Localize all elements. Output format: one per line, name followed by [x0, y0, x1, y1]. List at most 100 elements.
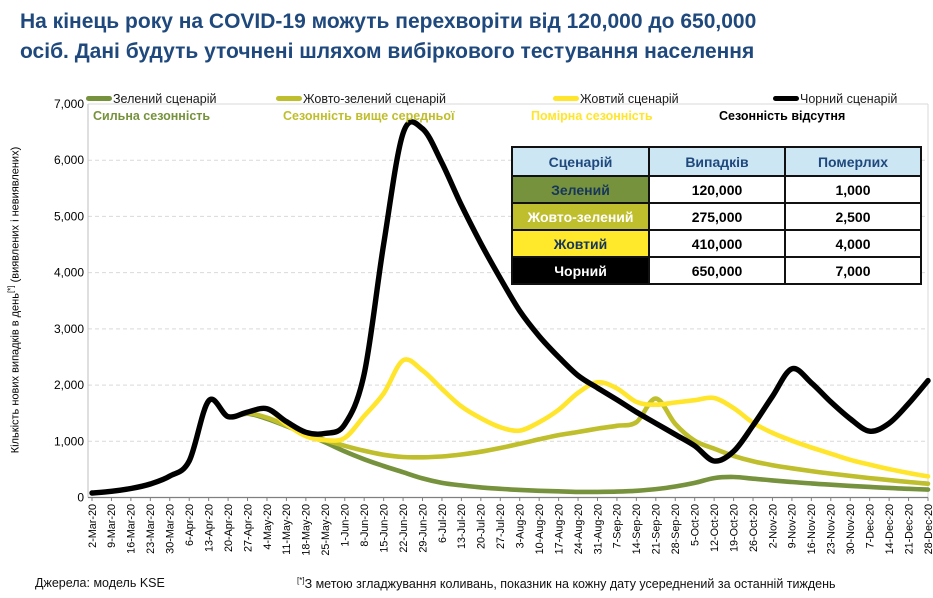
x-tick-label: 5-Oct-20 — [689, 504, 701, 546]
y-tick-label: 6,000 — [54, 153, 84, 167]
x-tick-label: 18-May-20 — [301, 504, 313, 556]
table-row: Зелений 120,000 1,000 — [511, 175, 922, 204]
page-title: На кінець року на COVID-19 можуть перехв… — [20, 7, 920, 67]
footnote: [*]З метою згладжування коливань, показн… — [297, 576, 836, 591]
black-line-swatch-icon — [773, 96, 799, 102]
yellow-green-line-swatch-icon — [276, 96, 302, 102]
y-tick-label: 5,000 — [54, 209, 84, 223]
x-tick-label: 7-Sep-20 — [612, 504, 624, 548]
x-tick-label: 20-Jul-20 — [476, 504, 488, 549]
scenario-name-cell: Чорний — [511, 256, 650, 285]
y-tick-label: 3,000 — [54, 322, 84, 336]
x-tick-label: 31-Aug-20 — [592, 504, 604, 554]
footnote-mark: [*] — [297, 576, 305, 585]
x-tick-label: 4-May-20 — [262, 504, 274, 550]
x-tick-label: 23-Mar-20 — [145, 504, 157, 554]
x-tick-label: 27-Jul-20 — [495, 504, 507, 549]
legend-label: Зелений сценарій — [113, 92, 217, 106]
legend-entry-yellow: Жовтий сценарій Помірна сезонність — [528, 92, 679, 123]
y-axis-label-footnote-mark: [*] — [6, 285, 16, 294]
header-scenario: Сценарій — [511, 146, 650, 177]
x-tick-label: 19-Oct-20 — [728, 504, 740, 552]
x-tick-label: 16-Nov-20 — [806, 504, 818, 554]
legend-entry-yellow-green: Жовто-зелений сценарій Сезонність вище с… — [276, 92, 454, 123]
yellow-line-swatch-icon — [553, 96, 579, 102]
x-tick-label: 20-Apr-20 — [223, 504, 235, 552]
x-tick-label: 21-Dec-20 — [903, 504, 915, 554]
y-tick-label: 7,000 — [54, 97, 84, 111]
x-tick-label: 23-Nov-20 — [826, 504, 838, 554]
x-tick-label: 17-Aug-20 — [553, 504, 565, 554]
x-tick-label: 3-Aug-20 — [515, 504, 527, 548]
table-row: Жовто-зелений 275,000 2,500 — [511, 202, 922, 231]
y-tick-label: 0 — [77, 491, 84, 505]
footnote-text: З метою згладжування коливань, показник … — [304, 577, 836, 592]
scenario-name-cell: Жовто-зелений — [511, 202, 650, 231]
x-tick-label: 28-Sep-20 — [670, 504, 682, 554]
scenario-name-cell: Жовтий — [511, 229, 650, 258]
x-tick-label: 9-Mar-20 — [106, 504, 118, 548]
x-tick-label: 27-Apr-20 — [242, 504, 254, 552]
deaths-cell: 1,000 — [784, 175, 922, 204]
y-axis-label: Кількість нових випадків в день[*] (вияв… — [7, 147, 22, 453]
y-tick-label: 1,000 — [54, 434, 84, 448]
x-tick-label: 26-Oct-20 — [748, 504, 760, 552]
x-tick-label: 29-Jun-20 — [417, 504, 429, 553]
x-tick-label: 7-Dec-20 — [864, 504, 876, 548]
legend-sublabel: Сезонність відсутня — [719, 109, 846, 123]
title-line-1: На кінець року на COVID-19 можуть перехв… — [20, 10, 757, 33]
legend-label: Жовто-зелений сценарій — [303, 92, 446, 106]
x-tick-label: 15-Jun-20 — [378, 504, 390, 553]
y-axis-label-suffix: (виявлених і невиявлених) — [9, 146, 22, 286]
header-cases: Випадків — [648, 146, 786, 177]
x-tick-label: 30-Mar-20 — [165, 504, 177, 554]
source-note: Джерела: модель KSE — [35, 576, 165, 590]
legend-entry-green: Зелений сценарій Сильна сезонність — [86, 92, 216, 123]
legend-sublabel: Сильна сезонність — [93, 109, 211, 123]
x-tick-label: 10-Aug-20 — [534, 504, 546, 554]
legend-label: Жовтий сценарій — [580, 92, 679, 106]
x-tick-label: 24-Aug-20 — [573, 504, 585, 554]
deaths-cell: 2,500 — [784, 202, 922, 231]
x-tick-label: 8-Jun-20 — [359, 504, 371, 547]
x-tick-label: 6-Apr-20 — [184, 504, 196, 546]
cases-cell: 275,000 — [648, 202, 786, 231]
deaths-cell: 7,000 — [784, 256, 922, 285]
header-deaths: Померлих — [784, 146, 922, 177]
scenario-name-cell: Зелений — [511, 175, 650, 204]
x-tick-label: 14-Dec-20 — [884, 504, 896, 554]
legend-entry-black: Чорний сценарій Сезонність відсутня — [716, 92, 897, 123]
scenario-summary-table: Сценарій Випадків Померлих Зелений 120,0… — [511, 146, 922, 285]
cases-cell: 410,000 — [648, 229, 786, 258]
x-tick-label: 22-Jun-20 — [398, 504, 410, 553]
green-line-swatch-icon — [86, 96, 112, 102]
x-tick-label: 2-Mar-20 — [87, 504, 99, 548]
deaths-cell: 4,000 — [784, 229, 922, 258]
table-header-row: Сценарій Випадків Померлих — [511, 146, 922, 177]
x-tick-label: 28-Dec-20 — [923, 504, 933, 554]
x-tick-label: 12-Oct-20 — [709, 504, 721, 552]
table-row: Чорний 650,000 7,000 — [511, 256, 922, 285]
legend-label: Чорний сценарій — [800, 92, 898, 106]
x-tick-label: 14-Sep-20 — [631, 504, 643, 554]
x-tick-label: 2-Nov-20 — [767, 504, 779, 548]
x-tick-label: 1-Jun-20 — [340, 504, 352, 547]
x-tick-label: 11-May-20 — [281, 504, 293, 555]
x-tick-label: 30-Nov-20 — [845, 504, 857, 554]
series-Чорний сценарій — [89, 119, 931, 496]
legend-sublabel: Помірна сезонність — [531, 109, 653, 123]
x-tick-label: 25-May-20 — [320, 504, 332, 556]
cases-cell: 650,000 — [648, 256, 786, 285]
y-axis-label-text: Кількість нових випадків в день — [9, 293, 22, 454]
cases-cell: 120,000 — [648, 175, 786, 204]
title-line-2: осіб. Дані будуть уточнені шляхом вибірк… — [20, 40, 755, 63]
series-Жовтий сценарій — [89, 357, 931, 496]
y-tick-label: 2,000 — [54, 378, 84, 392]
y-tick-label: 4,000 — [54, 266, 84, 280]
table-row: Жовтий 410,000 4,000 — [511, 229, 922, 258]
x-tick-label: 13-Jul-20 — [456, 504, 468, 549]
x-tick-label: 21-Sep-20 — [651, 504, 663, 554]
x-tick-label: 6-Jul-20 — [437, 504, 449, 543]
x-tick-label: 13-Apr-20 — [203, 504, 215, 552]
